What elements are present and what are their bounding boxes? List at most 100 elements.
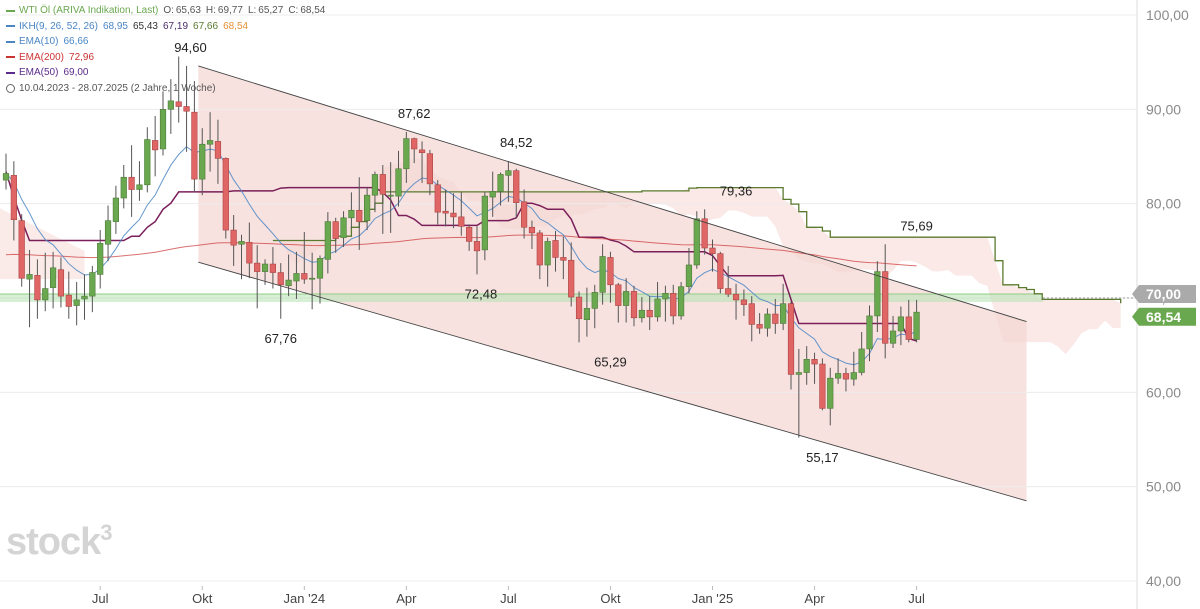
candle-body [246,242,253,264]
candle-body [599,256,606,293]
candle-body [159,109,167,150]
candle-body [811,359,818,365]
last-price-badge: 68,54 [1132,307,1196,326]
candle-body [866,315,873,350]
candle-down [575,291,583,343]
candle-up [324,212,331,274]
candle-down [772,298,779,334]
candle-up [544,237,551,287]
candle-body [709,247,716,254]
candles [2,56,920,438]
candle-body [73,299,80,306]
channel-lower-line [198,261,1027,502]
candle-body [183,106,190,112]
x-tick-label: Jan '25 [692,591,734,606]
ohlc-o-value: 65,63 [175,5,201,16]
candle-down [748,296,755,342]
price-badges: 70,00 68,54 [1132,285,1196,326]
candle-up [26,249,33,328]
candle-down [607,251,614,303]
candle-up [371,171,379,213]
candle-body [26,274,33,280]
candle-body [395,168,402,197]
candle-body [481,195,488,251]
candle-body [528,226,536,234]
candle-down [528,220,536,249]
candle-up [803,346,810,385]
candle-down [418,141,426,183]
candle-body [677,286,685,317]
candle-down [670,284,677,325]
candle-body [701,218,708,249]
candle-body [34,275,41,301]
clock-icon [6,83,15,93]
candle-body [732,293,740,301]
candle-up [623,278,630,323]
candle-body [49,267,57,288]
candle-up [49,251,57,309]
candle-down [905,299,912,343]
candle-down [175,56,182,123]
x-tick-label: Okt [600,591,621,606]
legend: WTI Öl (ARIVA Indikation, Last) O: 65,63… [0,3,325,96]
channel-lines [198,65,1027,502]
candle-body [536,232,543,266]
candle-body [152,140,159,151]
ema50-label: EMA(50) [19,67,59,78]
candle-up [159,91,167,156]
candle-up [89,265,96,313]
candle-body [693,218,700,266]
candle-body [340,217,347,238]
ema200-line [5,234,917,267]
candle-body [834,373,842,379]
candle-down [520,189,528,239]
candle-body [803,359,810,373]
candle-up [340,211,347,248]
candle-down [717,251,724,294]
candle-down [450,193,457,229]
y-tick-label: 90,00 [1146,101,1181,117]
candle-down [787,301,795,390]
candle-up [207,112,214,172]
price-annotation: 84,52 [500,135,533,150]
candle-down [646,296,653,331]
candle-body [65,294,72,307]
x-tick-label: Jan '24 [284,591,326,606]
candle-up [693,211,700,269]
candle-body [230,229,237,246]
candle-down [560,236,567,280]
candle-up [387,162,394,233]
candle-body [905,316,912,340]
candle-down [615,282,622,323]
candle-down [57,257,65,308]
candle-down [536,230,543,280]
price-annotation: 79,36 [720,184,753,199]
candle-down [473,226,481,275]
stock3-logo: stock3 [6,520,113,564]
ikh-value: 68,95 [102,20,128,32]
candle-down [222,157,229,239]
date-range: 10.04.2023 - 28.07.2025 (2 Jahre, 1 Woch… [19,82,216,94]
candle-down [18,214,25,287]
badge-label: 68,54 [1146,309,1181,325]
candle-down [65,271,72,319]
candle-body [882,271,889,344]
candle-body [615,284,622,306]
candle-up [827,367,834,426]
price-annotation: 67,76 [264,331,297,346]
legend-range-row: 10.04.2023 - 28.07.2025 (2 Jahre, 1 Woch… [0,81,325,97]
candle-down [513,168,520,218]
candle-body [214,141,222,159]
candle-body [513,170,520,204]
candle-up [238,234,245,280]
candle-body [387,194,394,197]
candle-body [434,184,441,213]
candle-down [332,217,339,253]
candle-up [348,192,355,229]
y-tick-label: 50,00 [1146,479,1181,495]
x-tick-label: Apr [396,591,417,606]
candle-down [183,65,190,152]
candle-body [780,303,787,324]
candle-up [316,255,324,304]
